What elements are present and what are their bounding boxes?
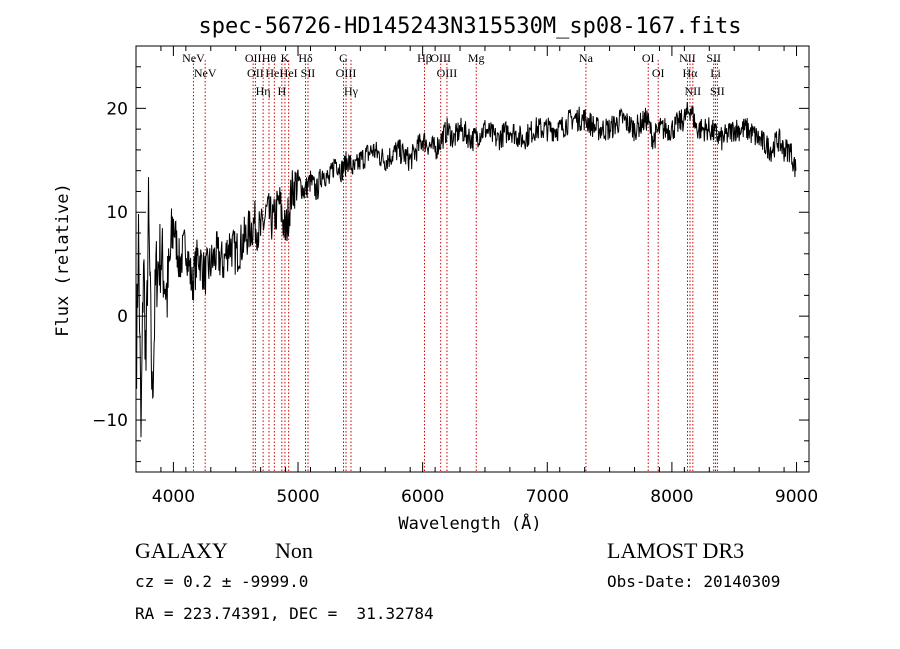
x-axis-label: Wavelength (Å)	[398, 512, 541, 534]
line-marker-label-20: OI	[642, 51, 655, 65]
line-marker-label-18: Mg	[468, 51, 485, 65]
line-marker-label-15: Hβ	[417, 51, 432, 65]
line-marker-label-2: OII	[245, 51, 262, 65]
line-marker-label-22: NII	[679, 51, 696, 65]
ra-dec-text: RA = 223.74391, DEC = 31.32784	[135, 604, 434, 623]
line-marker-label-17: OIII	[437, 66, 458, 80]
y-tick-label-1: 0	[117, 307, 128, 327]
y-tick-label-3: 20	[106, 99, 128, 119]
plot-frame	[135, 45, 810, 473]
cz-text: cz = 0.2 ± -9999.0	[135, 572, 309, 591]
line-marker-label-25: SII	[706, 51, 721, 65]
line-marker-label-5: Hθ	[262, 51, 277, 65]
line-marker-label-27: SII	[710, 84, 725, 98]
x-tick-label-1: 5000	[276, 487, 319, 507]
series-group	[136, 101, 797, 438]
line-marker-label-3: OII	[247, 66, 264, 80]
y-tick-label-2: 10	[106, 203, 128, 223]
subclass-label: Non	[275, 538, 313, 563]
line-marker-label-23: Hα	[683, 66, 699, 80]
line-marker-label-0: NeV	[182, 51, 205, 65]
y-axis-ticks: −10 0 10 20	[92, 45, 809, 463]
line-marker-label-26: Li	[710, 66, 721, 80]
x-tick-label-4: 8000	[650, 487, 693, 507]
line-marker-label-11: SII	[301, 66, 316, 80]
line-marker-label-14: Hγ	[344, 84, 359, 98]
survey-label: LAMOST DR3	[607, 538, 745, 563]
line-marker-label-16: OIII	[430, 51, 451, 65]
x-tick-label-5: 9000	[775, 487, 818, 507]
class-label: GALAXY	[135, 538, 228, 563]
line-marker-label-7: H	[277, 84, 286, 98]
line-marker-label-13: OIII	[336, 66, 357, 80]
line-marker-label-24: NII	[685, 84, 702, 98]
line-markers	[192, 60, 718, 472]
line-marker-label-8: K	[281, 51, 290, 65]
y-tick-label-0: −10	[92, 411, 128, 431]
line-marker-label-9: HeI	[280, 66, 298, 80]
line-marker-label-6: HeI	[265, 66, 283, 80]
line-marker-label-12: G	[339, 51, 348, 65]
x-tick-label-0: 4000	[152, 487, 195, 507]
line-marker-labels: NeVNeVOIIOIIHηHθHeIHKHeIHδSIIGOIIIHγHβOI…	[182, 51, 725, 98]
line-marker-label-4: Hη	[256, 84, 271, 98]
line-marker-label-21: OI	[652, 66, 665, 80]
series-0-line	[136, 101, 797, 438]
chart-title: spec-56726-HD145243N315530M_sp08-167.fit…	[198, 14, 741, 39]
x-tick-label-2: 6000	[401, 487, 444, 507]
y-axis-label: Flux (relative)	[53, 183, 73, 337]
line-marker-label-10: Hδ	[298, 51, 313, 65]
line-marker-label-1: NeV	[194, 66, 217, 80]
x-tick-label-3: 7000	[526, 487, 569, 507]
x-axis-ticks: 4000 5000 6000 7000 8000 9000	[135, 46, 818, 507]
line-marker-label-19: Na	[579, 51, 594, 65]
obs-date-text: Obs-Date: 20140309	[607, 572, 781, 591]
